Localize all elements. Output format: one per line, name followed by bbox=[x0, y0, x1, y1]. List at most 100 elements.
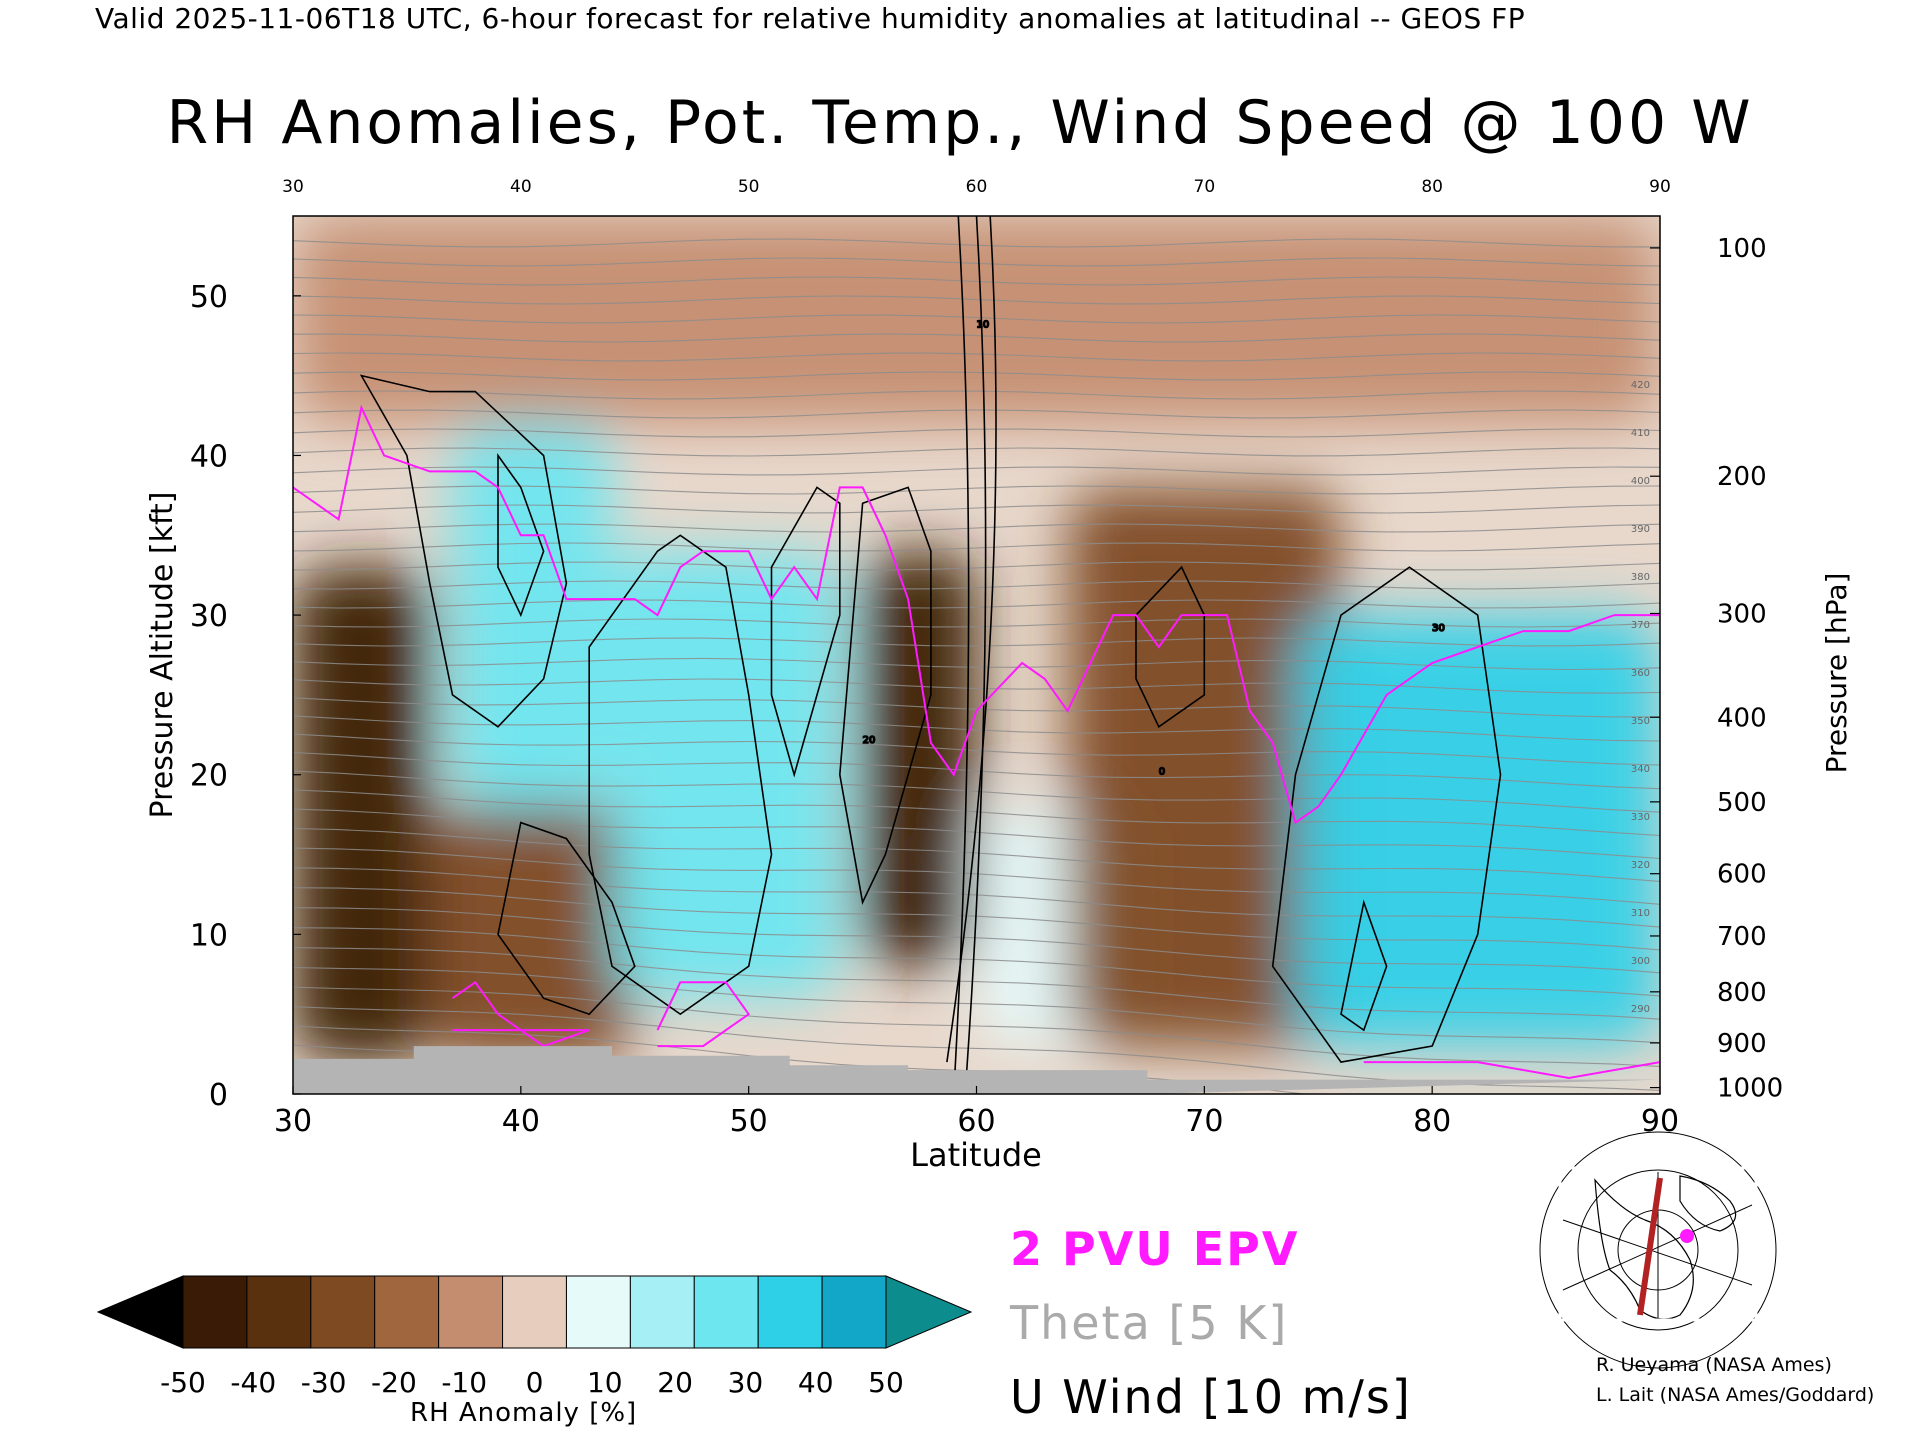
chart-title: RH Anomalies, Pot. Temp., Wind Speed @ 1… bbox=[166, 88, 1754, 158]
colorbar-bin bbox=[310, 1275, 376, 1349]
location-marker bbox=[1680, 1229, 1694, 1243]
theta-level-label: 400 bbox=[1631, 476, 1650, 487]
pressure-tick-label: 1000 bbox=[1717, 1074, 1783, 1104]
theta-isentrope bbox=[293, 637, 1660, 647]
epv-2pvu-line bbox=[1363, 1061, 1660, 1080]
theta-isentrope bbox=[293, 599, 1660, 609]
x-top-tick-label: 70 bbox=[1194, 177, 1216, 197]
theta-level-label: 410 bbox=[1631, 428, 1650, 439]
y-tick-label: 30 bbox=[190, 599, 228, 634]
colorbar-tick-label: 50 bbox=[868, 1366, 904, 1399]
pressure-tick-label: 800 bbox=[1717, 978, 1767, 1008]
theta-isentrope bbox=[293, 618, 1660, 628]
y2-axis-label: Pressure [hPa] bbox=[1820, 573, 1853, 774]
colorbar-tick-label: 0 bbox=[526, 1366, 544, 1399]
theta-isentrope bbox=[293, 466, 1660, 476]
x-top-tick-label: 90 bbox=[1649, 177, 1671, 197]
colorbar-bin bbox=[821, 1275, 887, 1349]
theta-level-label: 340 bbox=[1631, 764, 1650, 775]
colorbar-bin bbox=[246, 1275, 312, 1349]
wind-contour bbox=[1271, 566, 1502, 1063]
cross-section-track bbox=[1637, 1177, 1663, 1316]
colorbar-tick-label: 30 bbox=[728, 1366, 764, 1399]
plot-area: 2903003103203303403503603703803904004104… bbox=[293, 216, 1660, 1094]
locator-map bbox=[1539, 1131, 1777, 1369]
x-tick-label: 90 bbox=[1641, 1104, 1679, 1139]
y-tick-label: 50 bbox=[190, 280, 228, 315]
theta-isentrope bbox=[293, 523, 1660, 533]
pressure-tick-label: 900 bbox=[1717, 1029, 1767, 1059]
pressure-tick-label: 700 bbox=[1717, 922, 1767, 952]
wind-contour bbox=[964, 216, 987, 1094]
theta-isentrope bbox=[293, 504, 1660, 514]
pressure-tick-label: 300 bbox=[1717, 599, 1767, 629]
colorbar-tick-label: 20 bbox=[657, 1366, 693, 1399]
y-tick-label: 40 bbox=[190, 439, 228, 474]
theta-level-label: 420 bbox=[1631, 380, 1650, 391]
wind-contour bbox=[946, 216, 997, 1063]
theta-isentrope bbox=[293, 678, 1660, 694]
theta-isentrope bbox=[293, 947, 1660, 1020]
epv-2pvu-line bbox=[293, 404, 1660, 825]
colorbar-bin bbox=[182, 1275, 248, 1349]
wind-contour bbox=[359, 374, 568, 728]
colorbar-tick-label: -40 bbox=[230, 1366, 276, 1399]
theta-level-label: 380 bbox=[1631, 572, 1650, 583]
theta-isentrope bbox=[293, 847, 1660, 905]
colorbar-label: RH Anomaly [%] bbox=[410, 1398, 638, 1428]
anomaly-region bbox=[862, 551, 977, 967]
theta-isentrope bbox=[293, 561, 1660, 571]
wind-contour-label: 20 bbox=[863, 735, 876, 746]
theta-isentrope bbox=[293, 390, 1660, 400]
colorbar-low-arrow bbox=[96, 1275, 184, 1349]
theta-isentrope bbox=[293, 657, 1660, 671]
theta-isentrope bbox=[293, 927, 1660, 997]
theta-isentrope bbox=[293, 428, 1660, 438]
anomaly-region bbox=[293, 567, 430, 1063]
theta-isentrope bbox=[293, 715, 1660, 742]
colorbar-tick-label: -10 bbox=[441, 1366, 487, 1399]
pressure-tick-label: 200 bbox=[1717, 462, 1767, 492]
wind-contour bbox=[497, 453, 545, 618]
wind-contour bbox=[1340, 899, 1388, 1032]
theta-isentrope bbox=[293, 333, 1660, 343]
anomaly-region bbox=[452, 423, 612, 807]
y-axis-label: Pressure Altitude [kft] bbox=[145, 492, 180, 819]
wind-contour bbox=[838, 486, 932, 905]
x-top-tick-label: 40 bbox=[510, 177, 532, 197]
colorbar-tick-label: -50 bbox=[160, 1366, 206, 1399]
x-tick-label: 30 bbox=[274, 1104, 312, 1139]
wind-contour-label: 30 bbox=[1432, 623, 1445, 634]
anomaly-region bbox=[429, 806, 635, 1063]
theta-level-label: 360 bbox=[1631, 668, 1650, 679]
x-top-tick-label: 80 bbox=[1421, 177, 1443, 197]
pressure-tick-label: 100 bbox=[1717, 234, 1767, 264]
theta-isentrope bbox=[293, 907, 1660, 974]
pressure-tick-label: 500 bbox=[1717, 788, 1767, 818]
x-top-tick-label: 60 bbox=[966, 177, 988, 197]
colorbar-tick-label: 10 bbox=[587, 1366, 623, 1399]
theta-isentrope bbox=[293, 986, 1660, 1067]
legend-epv: 2 PVU EPV bbox=[1010, 1222, 1300, 1276]
theta-isentrope bbox=[293, 751, 1660, 790]
anomaly-region bbox=[611, 551, 840, 999]
theta-isentrope bbox=[293, 295, 1660, 305]
colorbar-tick-label: -30 bbox=[301, 1366, 347, 1399]
colorbar-bin bbox=[565, 1275, 631, 1349]
wind-contour bbox=[588, 534, 773, 1016]
x-tick-label: 60 bbox=[957, 1104, 995, 1139]
colorbar-tick-label: -20 bbox=[371, 1366, 417, 1399]
theta-isentrope bbox=[293, 371, 1660, 381]
x-top-tick-label: 50 bbox=[738, 177, 760, 197]
wind-contour bbox=[770, 486, 841, 778]
wind-contour bbox=[497, 821, 636, 1016]
colorbar-bin bbox=[374, 1275, 440, 1349]
theta-level-label: 390 bbox=[1631, 524, 1650, 535]
theta-isentrope bbox=[293, 827, 1660, 882]
theta-isentrope bbox=[293, 447, 1660, 457]
colorbar-tick-label: 40 bbox=[798, 1366, 834, 1399]
theta-isentrope bbox=[293, 542, 1660, 552]
theta-isentrope bbox=[293, 770, 1660, 813]
theta-level-label: 300 bbox=[1631, 956, 1650, 967]
